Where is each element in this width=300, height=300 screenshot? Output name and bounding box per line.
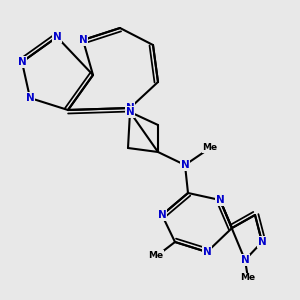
Text: N: N [241,255,249,265]
Text: N: N [181,160,189,170]
Text: N: N [202,247,211,257]
Text: N: N [79,35,87,45]
Text: N: N [258,237,266,247]
Text: Me: Me [240,274,256,283]
Text: N: N [52,32,62,42]
Text: N: N [26,93,34,103]
Text: Me: Me [202,143,217,152]
Text: N: N [126,103,134,113]
Text: Me: Me [148,250,164,260]
Text: N: N [18,57,26,67]
Text: N: N [158,210,166,220]
Text: N: N [126,107,134,117]
Text: N: N [216,195,224,205]
